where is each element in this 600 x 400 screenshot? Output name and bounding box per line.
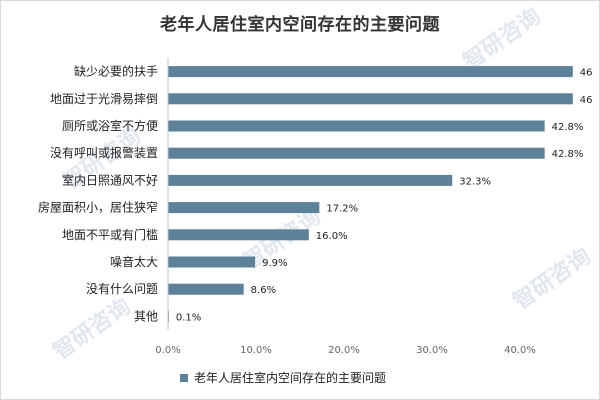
data-label: 42.8% (552, 122, 584, 133)
legend-swatch (180, 374, 188, 382)
data-label: 46 (580, 95, 593, 106)
x-tick-label: 10.0% (240, 345, 272, 356)
bar (168, 120, 545, 132)
watermark-text: 智研咨询 (509, 243, 596, 315)
bar (168, 283, 244, 295)
bar (168, 229, 309, 241)
plot-area: 缺少必要的扶手 46 地面过于光滑易摔倒 46 厕所或浴室不方便 42.8% 没有呼叫或报警… (38, 58, 593, 356)
category-label: 地面不平或有门槛 (62, 227, 158, 242)
x-tick-label: 30.0% (416, 345, 448, 356)
category-label: 噪音太大 (110, 254, 158, 269)
data-label: 42.8% (552, 149, 584, 160)
data-label: 46 (580, 68, 593, 79)
data-label: 16.0% (316, 231, 348, 242)
data-label: 0.1% (176, 312, 201, 323)
bar (168, 202, 320, 214)
category-label: 其他 (134, 309, 158, 323)
data-label: 32.3% (459, 176, 491, 187)
category-label: 缺少必要的扶手 (74, 64, 158, 79)
category-label: 没有呼叫或报警装置 (50, 145, 158, 160)
data-label: 8.6% (251, 285, 276, 296)
bar (168, 93, 573, 105)
chart-title: 老年人居住室内空间存在的主要问题 (160, 15, 440, 35)
legend: 老年人居住室内空间存在的主要问题 (180, 370, 386, 385)
x-tick-label: 20.0% (328, 345, 360, 356)
x-tick-label: 0.0% (155, 345, 180, 356)
bar (168, 256, 256, 268)
data-label: 9.9% (262, 258, 287, 269)
watermark-text: 智研咨询 (459, 3, 546, 75)
category-label: 没有什么问题 (86, 281, 158, 296)
category-label: 房屋面积小，居住狭窄 (38, 200, 158, 215)
bar (168, 66, 573, 78)
data-label: 17.2% (326, 204, 358, 215)
legend-label: 老年人居住室内空间存在的主要问题 (194, 370, 386, 385)
bar (168, 174, 453, 186)
bar (168, 147, 545, 159)
category-label: 地面过于光滑易摔倒 (50, 92, 158, 106)
category-label: 室内日照通风不好 (62, 172, 158, 187)
watermark-text: 智研咨询 (49, 293, 136, 365)
x-tick-label: 40.0% (504, 345, 536, 356)
category-label: 厕所或浴室不方便 (62, 118, 158, 133)
